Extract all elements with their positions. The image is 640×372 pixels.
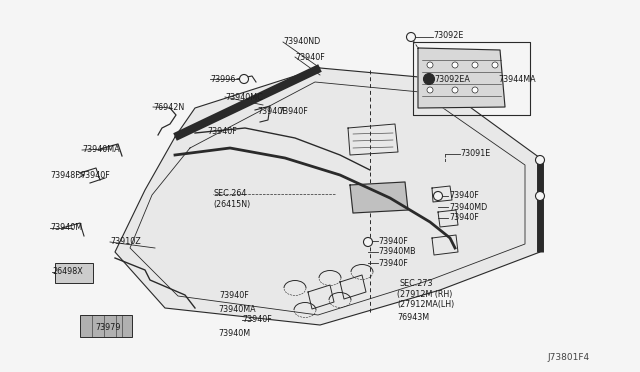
Text: 76943M: 76943M xyxy=(397,314,429,323)
Text: 73940MC: 73940MC xyxy=(225,93,263,102)
Circle shape xyxy=(536,192,545,201)
Text: 73948F: 73948F xyxy=(50,170,80,180)
Circle shape xyxy=(364,237,372,247)
Text: 73092EA: 73092EA xyxy=(434,74,470,83)
Text: 26498X: 26498X xyxy=(52,267,83,276)
Circle shape xyxy=(433,192,442,201)
Text: 73940F: 73940F xyxy=(295,52,324,61)
Polygon shape xyxy=(115,68,540,325)
Text: 73940F: 73940F xyxy=(278,108,308,116)
Text: (27912M (RH): (27912M (RH) xyxy=(397,289,452,298)
Text: 73940M: 73940M xyxy=(218,328,250,337)
Text: 73940F: 73940F xyxy=(257,108,287,116)
Circle shape xyxy=(452,87,458,93)
Text: 73940F: 73940F xyxy=(449,214,479,222)
Circle shape xyxy=(472,62,478,68)
Circle shape xyxy=(492,62,498,68)
Text: 73940F: 73940F xyxy=(207,126,237,135)
Text: 73910Z: 73910Z xyxy=(110,237,141,247)
Circle shape xyxy=(472,87,478,93)
Text: J73801F4: J73801F4 xyxy=(548,353,590,362)
Text: 73940F: 73940F xyxy=(219,292,249,301)
Text: 73940F: 73940F xyxy=(242,315,272,324)
Text: 73940MB: 73940MB xyxy=(378,247,415,257)
Text: (26415N): (26415N) xyxy=(213,201,250,209)
FancyBboxPatch shape xyxy=(55,263,93,283)
Text: 73979: 73979 xyxy=(95,324,120,333)
Polygon shape xyxy=(418,48,505,108)
Text: 73940F: 73940F xyxy=(378,259,408,267)
Circle shape xyxy=(427,87,433,93)
Text: 76942N: 76942N xyxy=(153,103,184,112)
Circle shape xyxy=(424,74,435,84)
Circle shape xyxy=(406,32,415,42)
Text: 73940F: 73940F xyxy=(80,170,109,180)
Text: 73944MA: 73944MA xyxy=(498,74,536,83)
Polygon shape xyxy=(350,182,408,213)
Text: 73940MD: 73940MD xyxy=(449,202,487,212)
Circle shape xyxy=(452,62,458,68)
Text: 73940F: 73940F xyxy=(378,237,408,246)
Text: 73940F: 73940F xyxy=(449,192,479,201)
Circle shape xyxy=(239,74,248,83)
FancyBboxPatch shape xyxy=(80,315,132,337)
Text: 73091E: 73091E xyxy=(460,150,490,158)
Text: SEC.264: SEC.264 xyxy=(213,189,246,199)
Text: 73996: 73996 xyxy=(210,74,236,83)
Circle shape xyxy=(427,62,433,68)
Text: (27912MA(LH): (27912MA(LH) xyxy=(397,301,454,310)
Text: 73940ND: 73940ND xyxy=(283,38,320,46)
Text: SEC.273: SEC.273 xyxy=(400,279,433,288)
Text: 73940M: 73940M xyxy=(50,224,82,232)
Text: 73940MA: 73940MA xyxy=(218,305,255,314)
Circle shape xyxy=(536,155,545,164)
Text: 73092E: 73092E xyxy=(433,32,463,41)
Text: 73940MA: 73940MA xyxy=(82,145,120,154)
